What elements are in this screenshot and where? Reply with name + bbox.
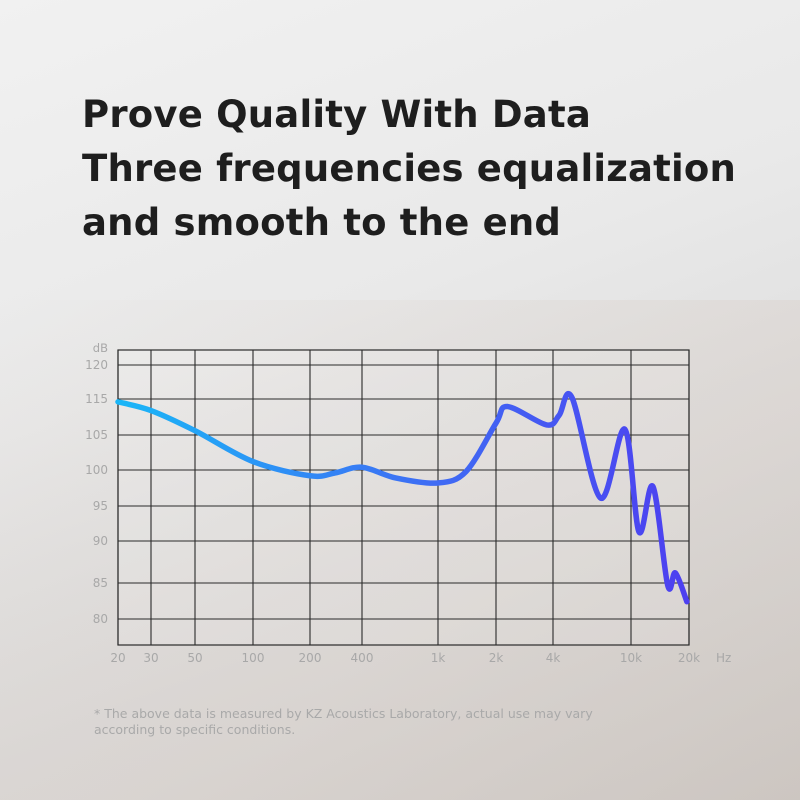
headline-line-3: and smooth to the end <box>82 201 562 244</box>
footnote-line-2: according to specific conditions. <box>94 722 296 737</box>
x-tick-label: 200 <box>299 651 322 665</box>
x-tick-label: 2k <box>489 651 504 665</box>
x-tick-label: 20 <box>110 651 125 665</box>
x-axis-unit-label: Hz <box>716 651 731 665</box>
footnote-line-1: * The above data is measured by KZ Acous… <box>94 706 593 721</box>
x-tick-label: 20k <box>678 651 700 665</box>
y-tick-label: 105 <box>85 428 108 442</box>
y-tick-label: 120 <box>85 358 108 372</box>
piano-background <box>0 300 800 800</box>
y-tick-label: 95 <box>93 499 108 513</box>
x-tick-label: 10k <box>620 651 642 665</box>
y-tick-label: 115 <box>85 392 108 406</box>
x-tick-label: 30 <box>143 651 158 665</box>
footnote: * The above data is measured by KZ Acous… <box>94 706 654 738</box>
x-tick-label: 400 <box>351 651 374 665</box>
x-tick-label: 100 <box>242 651 265 665</box>
y-tick-label: 85 <box>93 576 108 590</box>
y-tick-label: 100 <box>85 463 108 477</box>
headline-line-1: Prove Quality With Data <box>82 93 592 136</box>
x-tick-label: 1k <box>431 651 446 665</box>
headline: Prove Quality With Data Three frequencie… <box>82 88 736 250</box>
x-tick-label: 50 <box>187 651 202 665</box>
frequency-response-curve <box>115 391 690 605</box>
y-tick-label: 90 <box>93 534 108 548</box>
y-axis-unit-label: dB <box>93 341 108 355</box>
y-tick-label: 80 <box>93 612 108 626</box>
x-tick-label: 4k <box>546 651 561 665</box>
headline-line-2: Three frequencies equalization <box>82 147 737 190</box>
